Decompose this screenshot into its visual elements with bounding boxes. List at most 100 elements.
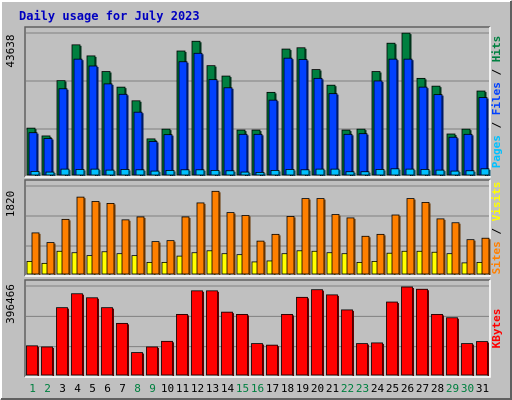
kbytes-legend-entry: KBytes: [490, 309, 503, 349]
requests-panel-inset-dark: [24, 26, 490, 177]
files-bar-shade: [52, 139, 54, 176]
files-bar-shade: [82, 60, 84, 177]
files-bar: [193, 52, 203, 176]
files-bar-shade: [382, 81, 384, 176]
pages-bar: [180, 169, 190, 176]
pages-bar-shade: [129, 170, 131, 176]
pages-bar: [405, 168, 415, 176]
pages-bar-shade: [54, 173, 56, 176]
pages-bar-shade: [39, 172, 41, 176]
files-bar-shade: [277, 101, 279, 176]
requests-legend-entry: Files: [490, 82, 503, 115]
pages-bar-shade: [429, 170, 431, 176]
sites-bar: [151, 241, 160, 275]
pages-bar-shade: [324, 170, 326, 176]
day-label: 7: [119, 382, 126, 395]
kbytes-bar-shade: [337, 295, 339, 376]
files-bar-shade: [157, 142, 159, 176]
day-label: 27: [416, 382, 429, 395]
kbytes-bar: [326, 294, 338, 376]
sites-bar: [316, 198, 325, 275]
kbytes-bar: [371, 342, 383, 376]
files-bar-shade: [202, 54, 204, 176]
pages-bar: [30, 171, 40, 176]
pages-bar: [390, 168, 400, 176]
pages-bar: [300, 169, 310, 176]
files-bar-shade: [397, 60, 399, 177]
kbytes-bar-shade: [322, 290, 324, 376]
files-bar-shade: [112, 84, 114, 176]
day-label: 29: [446, 382, 459, 395]
pages-bar: [225, 170, 235, 176]
kbytes-bar-shade: [217, 291, 219, 376]
kbytes-panel-inset-light: [25, 280, 491, 378]
sites-bar-shade: [39, 233, 41, 275]
sites-bar-shade: [249, 216, 251, 275]
kbytes-bar: [146, 346, 158, 376]
requests-max-label: 43638: [4, 34, 17, 67]
files-bar-shade: [217, 80, 219, 176]
kbytes-bar-shade: [427, 290, 429, 376]
pages-bar: [195, 169, 205, 176]
files-bar: [28, 132, 38, 176]
files-bar: [463, 133, 473, 176]
pages-bar: [75, 169, 85, 176]
kbytes-bar: [296, 296, 308, 376]
day-label: 14: [221, 382, 235, 395]
kbytes-bar: [86, 297, 98, 376]
files-bar-shade: [487, 98, 489, 176]
kbytes-bar: [431, 313, 443, 376]
pages-bar-shade: [399, 169, 401, 176]
day-label: 20: [311, 382, 324, 395]
kbytes-bar: [416, 288, 428, 376]
day-label: 25: [386, 382, 399, 395]
sites-bar-shade: [144, 217, 146, 275]
kbytes-bar: [176, 313, 188, 376]
day-label: 19: [296, 382, 309, 395]
sites-bar: [121, 219, 130, 275]
files-bar: [238, 133, 248, 176]
files-bar: [163, 134, 173, 176]
sites-bar: [166, 240, 175, 275]
day-label: 26: [401, 382, 414, 395]
day-label: 16: [251, 382, 264, 395]
sites-bar-shade: [324, 199, 326, 275]
pages-bar: [315, 168, 325, 176]
kbytes-bar: [401, 286, 413, 376]
pages-bar: [60, 168, 70, 176]
requests-legend-separator: /: [490, 115, 503, 135]
visitors-legend: Sites / Visits: [490, 182, 503, 275]
kbytes-bar: [476, 341, 488, 376]
files-bar: [478, 97, 488, 176]
requests-panel-inset-light: [25, 27, 491, 178]
sites-bar-shade: [399, 216, 401, 275]
files-bar-shade: [352, 135, 354, 176]
pages-bar: [450, 170, 460, 176]
files-bar: [58, 88, 68, 176]
sites-bar: [301, 198, 310, 275]
sites-bar-shade: [264, 242, 266, 275]
kbytes-bar-shade: [277, 346, 279, 376]
kbytes-bar: [116, 322, 128, 376]
visitors-legend-entry: Visits: [490, 182, 503, 222]
sites-bar: [211, 190, 220, 275]
files-bar-shade: [67, 89, 69, 176]
pages-bar: [45, 171, 55, 176]
day-label: 31: [476, 382, 489, 395]
sites-bar: [241, 215, 250, 275]
kbytes-bar-shade: [262, 344, 264, 376]
pages-bar: [120, 169, 130, 176]
files-bar: [403, 58, 413, 176]
sites-bar-shade: [219, 192, 221, 275]
sites-bar-shade: [234, 213, 236, 275]
day-label: 1: [29, 382, 36, 395]
files-bar: [133, 111, 143, 176]
day-label: 13: [206, 382, 219, 395]
sites-bar: [466, 239, 475, 275]
sites-bar: [361, 235, 370, 275]
kbytes-bar: [206, 290, 218, 376]
sites-bar: [421, 202, 430, 275]
pages-bar-shade: [294, 170, 296, 176]
